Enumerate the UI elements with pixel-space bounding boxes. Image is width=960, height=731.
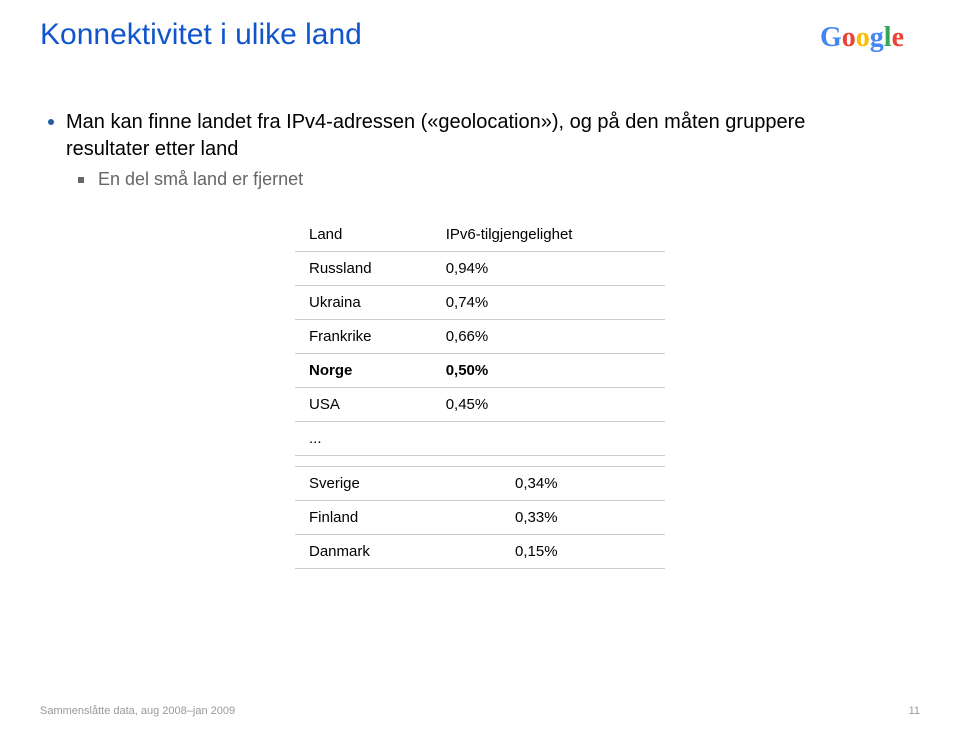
- table-header-row: Land IPv6-tilgjengelighet: [295, 218, 665, 252]
- ipv6-table-bottom: Sverige0,34%Finland0,33%Danmark0,15%: [295, 466, 665, 569]
- table-row: Norge0,50%: [295, 354, 665, 388]
- cell-value: 0,94%: [428, 252, 665, 286]
- footer-note: Sammenslåtte data, aug 2008–jan 2009: [40, 705, 235, 717]
- table-body-top: Russland0,94%Ukraina0,74%Frankrike0,66%N…: [295, 252, 665, 456]
- cell-country: USA: [295, 388, 428, 422]
- cell-value: 0,66%: [428, 320, 665, 354]
- bullet-l2-text: En del små land er fjernet: [98, 169, 303, 190]
- bullet-level1: Man kan finne landet fra IPv4-adressen (…: [48, 109, 870, 163]
- cell-country: Sverige: [295, 467, 497, 501]
- table-body-bottom: Sverige0,34%Finland0,33%Danmark0,15%: [295, 467, 665, 569]
- cell-value: 0,34%: [497, 467, 665, 501]
- table-row: Russland0,94%: [295, 252, 665, 286]
- col-ipv6: IPv6-tilgjengelighet: [428, 218, 665, 252]
- table-row: Danmark0,15%: [295, 535, 665, 569]
- data-table-container: Land IPv6-tilgjengelighet Russland0,94%U…: [295, 218, 665, 569]
- cell-value: 0,45%: [428, 388, 665, 422]
- table-row: ...: [295, 422, 665, 456]
- table-row: USA0,45%: [295, 388, 665, 422]
- cell-value: 0,74%: [428, 286, 665, 320]
- table-row: Frankrike0,66%: [295, 320, 665, 354]
- table-row: Finland0,33%: [295, 501, 665, 535]
- cell-country: Danmark: [295, 535, 497, 569]
- ipv6-table-top: Land IPv6-tilgjengelighet Russland0,94%U…: [295, 218, 665, 456]
- cell-value: 0,33%: [497, 501, 665, 535]
- cell-country: ...: [295, 422, 428, 456]
- cell-value: 0,15%: [497, 535, 665, 569]
- bullet-level2: En del små land er fjernet: [78, 169, 870, 190]
- page-title: Konnektivitet i ulike land: [40, 18, 362, 52]
- bullet-dot-icon: [48, 119, 54, 125]
- cell-country: Ukraina: [295, 286, 428, 320]
- table-row: Sverige0,34%: [295, 467, 665, 501]
- google-logo: Google: [820, 20, 920, 59]
- cell-country: Frankrike: [295, 320, 428, 354]
- header-row: Konnektivitet i ulike land Google: [40, 18, 920, 59]
- cell-value: [428, 422, 665, 456]
- slide: Konnektivitet i ulike land Google Man ka…: [0, 0, 960, 731]
- cell-country: Norge: [295, 354, 428, 388]
- col-land: Land: [295, 218, 428, 252]
- cell-country: Finland: [295, 501, 497, 535]
- bullet-l1-text: Man kan finne landet fra IPv4-adressen (…: [66, 109, 870, 163]
- bullet-list: Man kan finne landet fra IPv4-adressen (…: [48, 109, 870, 190]
- cell-country: Russland: [295, 252, 428, 286]
- page-number: 11: [909, 705, 920, 717]
- table-row: Ukraina0,74%: [295, 286, 665, 320]
- bullet-square-icon: [78, 177, 84, 183]
- cell-value: 0,50%: [428, 354, 665, 388]
- svg-text:Google: Google: [820, 22, 904, 53]
